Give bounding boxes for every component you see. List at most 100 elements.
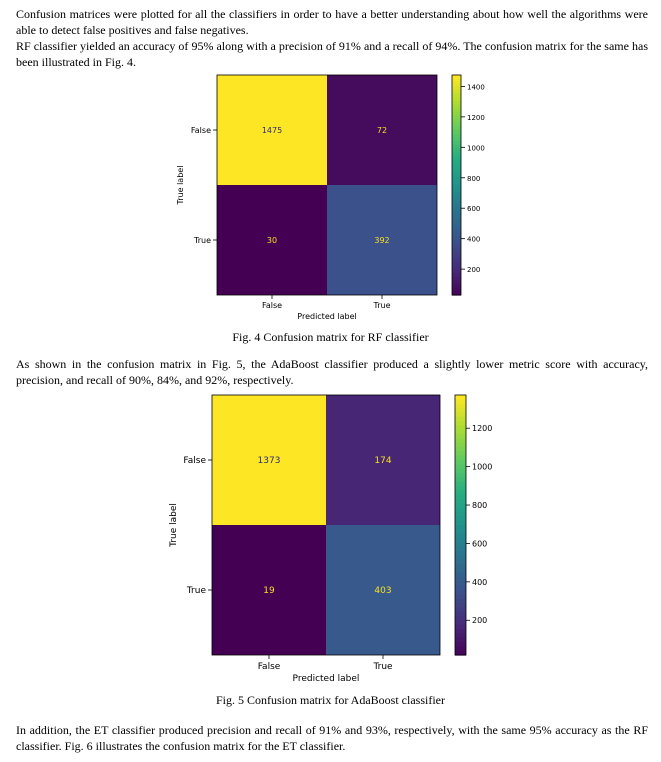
colorbar-segment xyxy=(452,280,461,285)
colorbar-segment xyxy=(452,210,461,215)
colorbar-segment xyxy=(455,559,466,565)
colorbar-segment xyxy=(455,486,466,491)
colorbar-segment xyxy=(452,221,461,226)
colorbar-segment xyxy=(452,141,461,146)
colorbar-segment xyxy=(452,196,461,201)
colorbar-segment xyxy=(452,203,461,208)
cell-value-label: 72 xyxy=(377,126,387,135)
matrix-cell xyxy=(217,75,327,185)
colorbar-segment xyxy=(455,620,466,626)
colorbar-segment xyxy=(455,616,466,621)
colorbar-segment xyxy=(455,473,466,478)
colorbar-segment xyxy=(455,564,466,569)
x-tick-label: True xyxy=(373,301,391,310)
colorbar-segment xyxy=(455,399,466,405)
colorbar-segment xyxy=(455,594,466,600)
colorbar-segment xyxy=(455,412,466,418)
y-axis-label: True label xyxy=(169,503,179,548)
colorbar-segment xyxy=(455,525,466,530)
colorbar-tick-label: 1200 xyxy=(472,424,492,433)
paragraph-3: As shown in the confusion matrix in Fig.… xyxy=(16,357,648,387)
cell-value-label: 1373 xyxy=(258,456,281,466)
colorbar-segment xyxy=(452,163,461,168)
colorbar-tick-label: 1000 xyxy=(467,144,485,152)
colorbar-segment xyxy=(452,243,461,248)
colorbar-segment xyxy=(452,93,461,98)
colorbar-segment xyxy=(452,108,461,113)
colorbar-segment xyxy=(455,629,466,634)
colorbar-tick-label: 600 xyxy=(472,539,487,548)
cell-value-label: 19 xyxy=(263,586,275,596)
colorbar-segment xyxy=(455,538,466,543)
colorbar-segment xyxy=(452,188,461,193)
colorbar-segment xyxy=(452,170,461,175)
colorbar-segment xyxy=(452,262,461,267)
colorbar-segment xyxy=(455,533,466,539)
colorbar-segment xyxy=(452,78,461,83)
y-tick-label: False xyxy=(183,456,206,466)
colorbar-segment xyxy=(452,284,461,289)
colorbar-segment xyxy=(455,542,466,548)
colorbar-segment xyxy=(455,429,466,435)
colorbar-segment xyxy=(455,494,466,500)
colorbar-segment xyxy=(455,568,466,574)
colorbar-segment xyxy=(455,611,466,617)
matrix-cell xyxy=(212,525,326,655)
colorbar-segment xyxy=(455,408,466,413)
colorbar-segment xyxy=(452,287,461,292)
colorbar-segment xyxy=(455,546,466,552)
colorbar-tick-label: 400 xyxy=(472,578,487,587)
colorbar-segment xyxy=(452,97,461,102)
colorbar-segment xyxy=(452,133,461,138)
cell-value-label: 174 xyxy=(374,456,391,466)
colorbar-segment xyxy=(455,624,466,630)
x-tick-label: True xyxy=(372,662,393,672)
x-tick-label: False xyxy=(262,301,282,310)
colorbar-segment xyxy=(452,166,461,171)
confusion-matrix-adaboost: 1373 174 19 403 False True False True Predicted … xyxy=(169,394,492,684)
matrix-frame xyxy=(216,74,438,296)
colorbar-segment xyxy=(455,481,466,487)
colorbar-segment xyxy=(455,425,466,431)
colorbar-segment xyxy=(455,577,466,582)
colorbar-segment xyxy=(452,104,461,109)
colorbar-segment xyxy=(455,529,466,535)
colorbar-segment xyxy=(455,590,466,595)
colorbar-segment xyxy=(452,269,461,274)
confusion-matrix-rf: 1475 72 30 392 False True False True Predicted l… xyxy=(176,74,485,321)
colorbar-segment xyxy=(452,82,461,87)
cell-value-label: 1475 xyxy=(262,126,282,135)
colorbar-segment xyxy=(452,207,461,212)
x-axis-label: Predicted label xyxy=(297,312,356,321)
colorbar-tick-label: 400 xyxy=(467,236,480,244)
colorbar-segment xyxy=(452,177,461,182)
colorbar-segment xyxy=(452,258,461,263)
colorbar-segment xyxy=(452,247,461,252)
colorbar-segment xyxy=(452,199,461,204)
colorbar-segment xyxy=(455,572,466,578)
colorbar-segment xyxy=(452,232,461,237)
colorbar-segment xyxy=(455,421,466,426)
colorbar-segment xyxy=(455,447,466,452)
colorbar-segment xyxy=(455,434,466,439)
colorbar-segment xyxy=(455,637,466,643)
colorbar-segment xyxy=(452,115,461,120)
colorbar-tick-label: 1200 xyxy=(467,114,485,122)
colorbar-segment xyxy=(455,503,466,509)
y-tick-label: True xyxy=(186,586,207,596)
colorbar-segment xyxy=(455,468,466,474)
colorbar-segment xyxy=(455,490,466,496)
matrix-frame xyxy=(211,394,441,656)
colorbar-segment xyxy=(455,516,466,522)
colorbar-segment xyxy=(455,464,466,470)
colorbar-segment xyxy=(455,603,466,608)
colorbar-segment xyxy=(452,130,461,135)
colorbar-segment xyxy=(455,507,466,513)
colorbar-segment xyxy=(452,214,461,219)
colorbar-segment xyxy=(455,551,466,556)
colorbar-frame xyxy=(454,394,467,656)
matrix-cell xyxy=(327,185,437,295)
colorbar-segment xyxy=(452,126,461,131)
colorbar-segment xyxy=(455,477,466,483)
colorbar-tick-label: 200 xyxy=(472,616,487,625)
